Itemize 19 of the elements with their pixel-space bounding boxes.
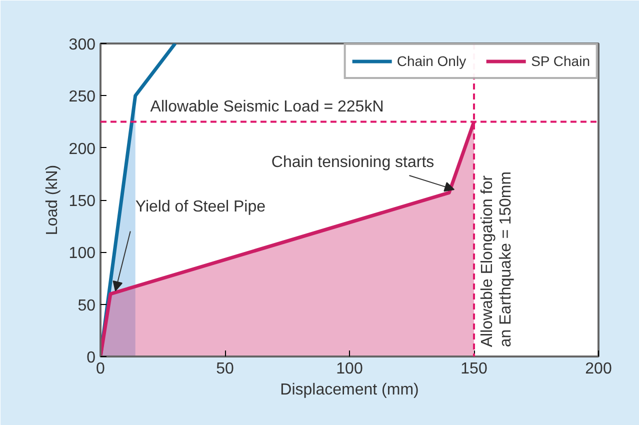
y-tick-label: 200: [68, 140, 96, 158]
y-tick-label: 250: [68, 88, 96, 106]
x-tick-label: 150: [460, 360, 488, 378]
legend-label: SP Chain: [531, 53, 590, 69]
y-tick-label: 0: [86, 350, 96, 366]
x-axis-title: Displacement (mm): [280, 382, 419, 398]
x-tick-label: 100: [336, 360, 363, 378]
x-tick-label: 200: [585, 360, 612, 378]
ref-line-label: Allowable Elongation for an Earthquake = 150mm: [478, 171, 515, 348]
ref-line-label: Allowable Seismic Load = 225kN: [150, 98, 384, 116]
y-tick-label: 300: [68, 36, 96, 54]
annotation: Yield of Steel Pipe: [135, 198, 266, 216]
y-tick-label: 50: [78, 297, 96, 314]
x-tick-label: 50: [216, 360, 234, 378]
y-tick-label: 150: [68, 193, 96, 210]
annotation: Chain tensioning starts: [271, 154, 434, 171]
legend-label: Chain Only: [396, 53, 466, 69]
y-tick-label: 100: [68, 245, 96, 262]
y-axis-title: Load (kN): [44, 164, 61, 236]
